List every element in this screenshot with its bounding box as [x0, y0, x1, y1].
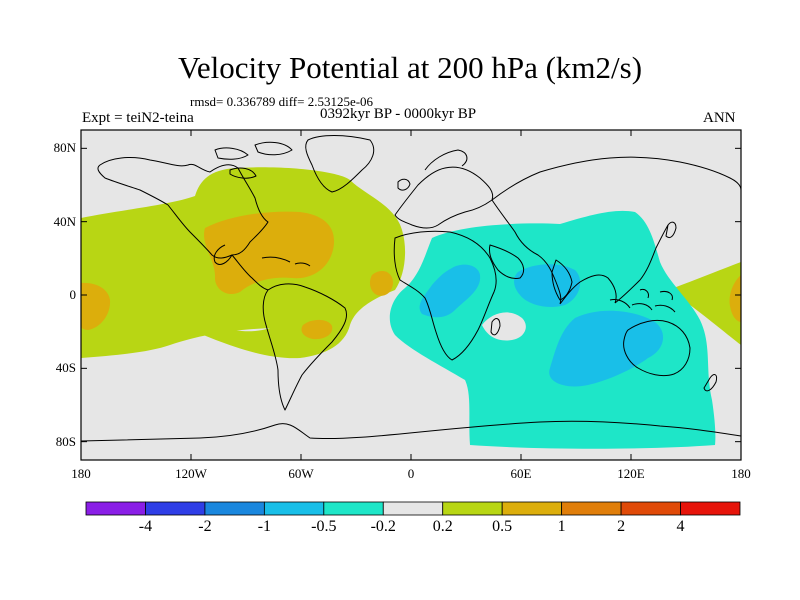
season-label: ANN: [703, 110, 736, 126]
period-label: 0392kyr BP - 0000kyr BP: [320, 106, 477, 122]
colorbar-swatch: [561, 501, 622, 516]
coastline-indonesia: [609, 289, 676, 313]
coastline-japan: [665, 221, 677, 239]
colorbar-label: -4: [138, 518, 153, 535]
coastline-africa: [393, 230, 497, 361]
stats-text: rmsd= 0.336789 diff= 2.53125e-06: [190, 94, 374, 109]
colorbar-label: 1: [557, 518, 566, 535]
coastline-madagascar: [490, 318, 501, 336]
lon-tick-label: 120E: [617, 466, 645, 481]
colorbar-swatch: [382, 501, 444, 516]
colorbar-swatch: [442, 501, 503, 516]
lon-tick-label: 0: [407, 466, 415, 481]
lat-tick-label: 0: [69, 287, 77, 302]
colorbar-swatch: [680, 501, 741, 516]
field-positive-pacific-east: [667, 262, 741, 345]
field-orange-caribbean: [204, 211, 335, 295]
lat-tick-label: 40S: [55, 360, 76, 376]
coastline-gulf-of-mexico: [213, 244, 233, 265]
lat-tick-label: 80S: [55, 433, 76, 449]
lon-tick-label: 180: [71, 466, 91, 481]
field-orange-south-atlantic: [301, 319, 333, 340]
lon-tick-label: 60E: [510, 466, 532, 481]
coastline-scandinavia: [424, 149, 468, 171]
colorbar-swatch: [85, 501, 146, 516]
colorbar-label: 4: [676, 518, 685, 535]
colorbar: [85, 501, 741, 516]
coastline-india: [551, 259, 573, 301]
colorbar-label: -2: [198, 518, 212, 535]
coastlines: [81, 135, 741, 442]
coastline-caribbean: [261, 256, 311, 267]
field-blue-indian-ocean: [549, 310, 664, 387]
coastline-new-zealand: [703, 374, 717, 392]
colorbar-label: -1: [257, 518, 272, 535]
field-orange-atlantic-small: [369, 270, 393, 296]
colorbar-swatch: [145, 501, 206, 516]
colorbar-swatch: [263, 501, 325, 516]
coastline-north-america: [97, 157, 269, 259]
field-neutral-madagascar: [482, 312, 526, 341]
map-title: Velocity Potential at 200 hPa (km2/s): [177, 50, 643, 85]
colorbar-swatch: [204, 501, 265, 516]
colorbar-label: 0.5: [492, 518, 513, 535]
coastline-asia: [491, 156, 741, 305]
contour-fields: [81, 167, 741, 449]
lon-tick-label: 60W: [288, 466, 314, 481]
colorbar-label: -0.2: [370, 518, 396, 535]
experiment-label: Expt = teiN2-teina: [82, 110, 194, 126]
colorbar-label: 2: [617, 518, 626, 535]
colorbar-label: 0.2: [432, 518, 453, 535]
field-blue-africa: [419, 264, 481, 318]
colorbar-swatch: [323, 501, 384, 516]
lat-tick-label: 40N: [53, 213, 76, 229]
tick-marks: [80, 130, 742, 460]
coastline-central-america: [231, 254, 269, 291]
coastline-greenland: [305, 135, 375, 193]
coastline-australia: [623, 319, 691, 377]
lon-tick-label: 180: [731, 466, 751, 481]
field-blue-arabian-sea: [514, 264, 581, 307]
coastline-arabia: [489, 244, 525, 279]
coastline-south-america: [262, 283, 347, 411]
colorbar-swatch: [501, 501, 563, 516]
colorbar-swatch: [620, 501, 681, 516]
coastline-antarctica: [81, 420, 741, 442]
field-orange-pacific-west: [81, 282, 111, 330]
lon-tick-label: 120W: [175, 466, 207, 481]
coastline-uk: [397, 178, 411, 191]
coastline-arctic-islands: [214, 141, 293, 179]
field-orange-pacific-east: [729, 275, 741, 322]
lat-tick-label: 80N: [53, 140, 76, 156]
colorbar-label: -0.5: [311, 518, 337, 535]
